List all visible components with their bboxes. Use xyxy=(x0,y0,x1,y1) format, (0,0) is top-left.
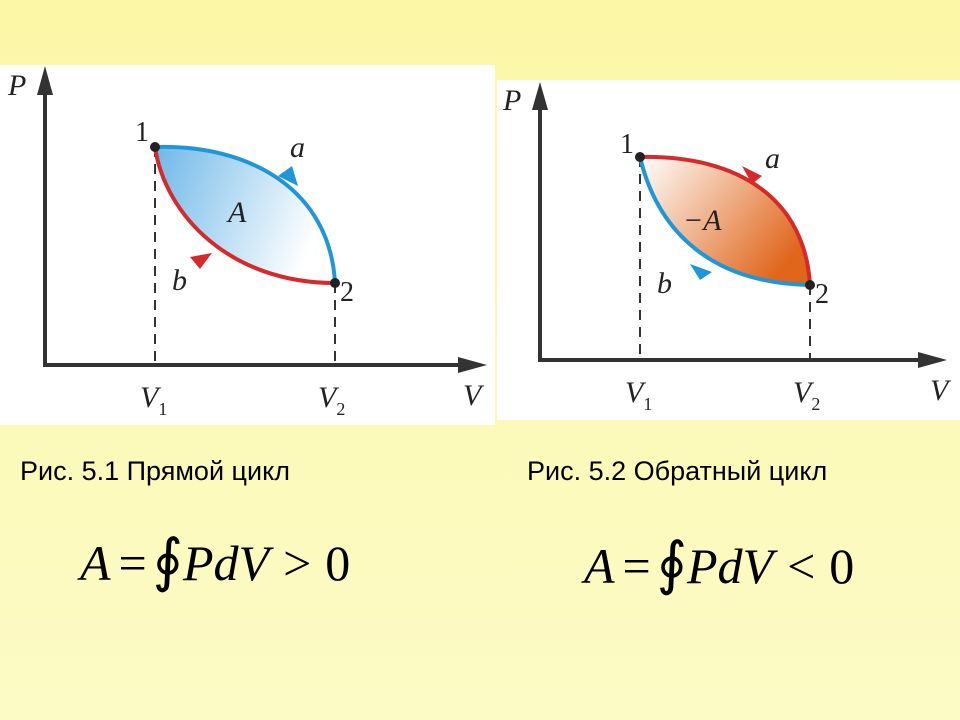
axis-arrow xyxy=(918,352,947,368)
tick-symbol: V xyxy=(625,376,647,409)
direction-arrow xyxy=(742,166,762,184)
tick-index: 1 xyxy=(158,399,167,419)
tick-symbol: V xyxy=(793,376,815,409)
area-label: A xyxy=(226,196,247,229)
formula-part: PdV xyxy=(686,538,779,594)
path-label: b xyxy=(657,267,672,300)
axis-label: P xyxy=(7,69,26,102)
caption: Рис. 5.1 Прямой цикл xyxy=(20,456,290,486)
formula: A = ∮PdV <0 xyxy=(581,529,854,597)
tick-label: V1 xyxy=(625,376,652,414)
state-point xyxy=(150,142,160,152)
formula-part: A xyxy=(77,535,111,591)
direction-arrow xyxy=(278,166,298,186)
path-b xyxy=(638,156,811,287)
path-label: b xyxy=(172,264,187,297)
path-label: a xyxy=(765,142,780,175)
tick-label: V1 xyxy=(140,381,167,419)
area-label: −A xyxy=(683,204,722,237)
axis-label: V xyxy=(463,379,485,412)
path-a xyxy=(639,154,812,286)
point-label: 1 xyxy=(135,117,149,148)
state-point xyxy=(330,278,340,288)
tick-index: 2 xyxy=(811,394,820,414)
axis-arrow xyxy=(458,357,487,373)
cycle-area xyxy=(155,146,335,283)
axis-arrow xyxy=(37,66,53,95)
tick-label: V2 xyxy=(318,381,345,419)
tick-symbol: V xyxy=(318,381,340,414)
caption: Рис. 5.2 Обратный цикл xyxy=(527,456,827,486)
path-b xyxy=(153,146,336,285)
formula: A = ∮PdV >0 xyxy=(77,526,350,594)
formula-part: PdV xyxy=(182,535,275,591)
path-a xyxy=(154,144,337,284)
point-label: 2 xyxy=(340,277,354,308)
axis-label: P xyxy=(502,84,521,117)
formula-part: ∮ xyxy=(657,529,687,597)
formula-part: 0 xyxy=(325,535,350,591)
formula-part: = xyxy=(623,538,651,594)
tick-index: 2 xyxy=(336,399,345,419)
formula-part: A xyxy=(581,538,615,594)
axis-arrow xyxy=(532,82,548,110)
direction-arrow xyxy=(190,253,212,269)
axis-label: V xyxy=(930,374,952,407)
tick-symbol: V xyxy=(140,381,162,414)
formula-part: ∮ xyxy=(153,526,183,594)
point-label: 2 xyxy=(815,279,829,310)
formula-part: < xyxy=(787,538,815,594)
direction-arrow xyxy=(690,264,712,280)
tick-label: V2 xyxy=(793,376,820,414)
point-label: 1 xyxy=(620,129,634,160)
formula-part: > xyxy=(283,535,311,591)
path-label: a xyxy=(290,131,305,164)
formula-part: 0 xyxy=(829,538,854,594)
state-point xyxy=(635,152,645,162)
formula-part: = xyxy=(119,535,147,591)
tick-index: 1 xyxy=(643,394,652,414)
cycle-area xyxy=(640,156,810,285)
state-point xyxy=(805,280,815,290)
